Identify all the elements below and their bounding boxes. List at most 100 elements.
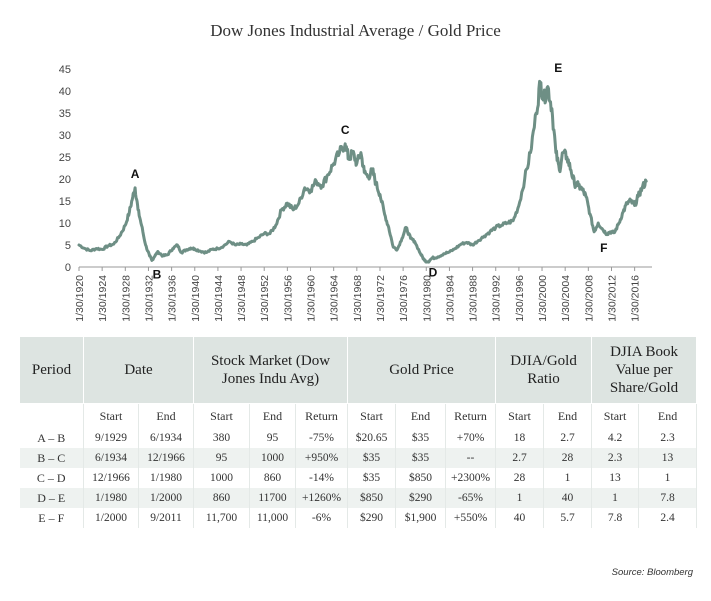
table-cell: 95 [193, 448, 251, 468]
table-cell: $20.65 [347, 428, 397, 448]
table-cell: -65% [445, 488, 497, 508]
x-tick-label: 1/30/1968 [352, 275, 364, 322]
y-tick-label: 20 [59, 174, 71, 186]
table-cell: -- [445, 448, 497, 468]
table-cell: 1/1980 [83, 488, 139, 508]
x-tick-label: 1/30/1972 [375, 275, 387, 322]
period-cell: A – B [19, 428, 84, 448]
table-cell: 28 [495, 468, 545, 488]
x-tick-label: 1/30/1996 [514, 275, 526, 322]
header-stock-market: Stock Market (Dow Jones Indu Avg) [193, 336, 349, 404]
x-tick-label: 1/30/2000 [537, 275, 549, 322]
table-cell: 9/1929 [83, 428, 139, 448]
x-tick-label: 1/30/2012 [606, 275, 618, 322]
x-axis-ticks: 1/30/1920 1/30/1924 1/30/1928 1/30/1932 1/30… [74, 267, 642, 322]
table-cell: 1/2000 [138, 488, 195, 508]
table-cell: $35 [347, 448, 397, 468]
annotation-label-b: B [153, 267, 162, 281]
table-cell: +1260% [295, 488, 349, 508]
table-cell: 1 [495, 488, 545, 508]
table-cell: 9/2011 [138, 508, 195, 528]
table-row: A – B 9/1929 6/1934 380 95 -75% $20.65 $35 +70% 1… [19, 428, 698, 448]
table-cell: 1 [638, 468, 698, 488]
table-cell: 1/2000 [83, 508, 139, 528]
table-cell: 860 [249, 468, 297, 488]
table-row: B – C 6/1934 12/1966 95 1000 +950% $35 $35 -- 2.7… [19, 448, 698, 468]
annotation-label-f: F [600, 241, 607, 255]
table-cell: 40 [495, 508, 545, 528]
table-cell: 1 [591, 488, 640, 508]
table-cell: 380 [193, 428, 251, 448]
table-cell: $35 [395, 448, 447, 468]
subheader-cell: End [249, 403, 297, 428]
table-cell: 7.8 [591, 508, 640, 528]
header-djia-book-value: DJIA Book Value per Share/Gold [591, 336, 698, 404]
header-period: Period [19, 336, 84, 404]
y-tick-label: 10 [59, 218, 71, 230]
annotation-label-a: A [131, 167, 140, 181]
table-cell: 6/1934 [83, 448, 139, 468]
y-tick-label: 40 [59, 86, 71, 98]
source-note: Source: Bloomberg [611, 567, 693, 578]
y-tick-label: 45 [59, 64, 71, 76]
table-cell: -75% [295, 428, 349, 448]
x-tick-label: 1/30/1984 [444, 275, 456, 322]
header-gold-price: Gold Price [347, 336, 497, 404]
table-cell: 40 [543, 488, 593, 508]
table-cell: 18 [495, 428, 545, 448]
y-tick-label: 35 [59, 108, 71, 120]
table-cell: 13 [638, 448, 698, 468]
x-tick-label: 1/30/1952 [259, 275, 271, 322]
x-tick-label: 1/30/1960 [306, 275, 318, 322]
y-tick-label: 30 [59, 130, 71, 142]
y-tick-label: 0 [65, 262, 71, 274]
y-tick-label: 25 [59, 152, 71, 164]
table-cell: 7.8 [638, 488, 698, 508]
table-cell: 860 [193, 488, 251, 508]
table-cell: +70% [445, 428, 497, 448]
annotation-label-e: E [554, 61, 562, 75]
x-tick-label: 1/30/1924 [97, 275, 109, 322]
table-cell: -14% [295, 468, 349, 488]
table-cell: 13 [591, 468, 640, 488]
table-cell: +550% [445, 508, 497, 528]
subheader-cell: Start [83, 403, 139, 428]
x-tick-label: 1/30/1920 [74, 275, 86, 322]
subheader-cell: Return [445, 403, 497, 428]
subheader-cell: End [543, 403, 593, 428]
table-row: D – E 1/1980 1/2000 860 11700 +1260% $850 $290-… [19, 488, 698, 508]
table-cell: 1 [543, 468, 593, 488]
y-axis-ticks: 0 5 10 15 20 25 30 35 40 45 [59, 64, 71, 274]
x-tick-label: 1/30/1948 [236, 275, 248, 322]
table-cell: 12/1966 [83, 468, 139, 488]
table-cell: $1,900 [395, 508, 447, 528]
table-cell: 95 [249, 428, 297, 448]
y-tick-label: 15 [59, 196, 71, 208]
table-cell: $35 [347, 468, 397, 488]
table-cell: +2300% [445, 468, 497, 488]
period-comparison-table: Period Date Stock Market (Dow Jones Indu… [19, 336, 698, 528]
table-cell: 5.7 [543, 508, 593, 528]
x-tick-label: 1/30/1976 [398, 275, 410, 322]
subheader-cell: Return [295, 403, 349, 428]
x-tick-label: 1/30/1928 [120, 275, 132, 322]
annotation-group: A B C D E F [131, 61, 608, 281]
x-tick-label: 1/30/2004 [560, 275, 572, 322]
table-cell: 28 [543, 448, 593, 468]
table-cell: 1000 [193, 468, 251, 488]
period-cell: D – E [19, 488, 84, 508]
subheader-cell: End [395, 403, 447, 428]
table-cell: 2.3 [638, 428, 698, 448]
table-cell: 11,000 [249, 508, 297, 528]
table-cell: -6% [295, 508, 349, 528]
x-tick-label: 1/30/1944 [213, 275, 225, 322]
subheader-cell: Start [591, 403, 640, 428]
header-date: Date [82, 336, 195, 404]
header-djia-gold-ratio: DJIA/Gold Ratio [495, 336, 593, 404]
subheader-cell: End [638, 403, 698, 428]
table-cell: 11,700 [193, 508, 251, 528]
table-cell: $850 [395, 468, 447, 488]
subheader-blank [19, 403, 84, 428]
table-cell: 6/1934 [138, 428, 195, 448]
